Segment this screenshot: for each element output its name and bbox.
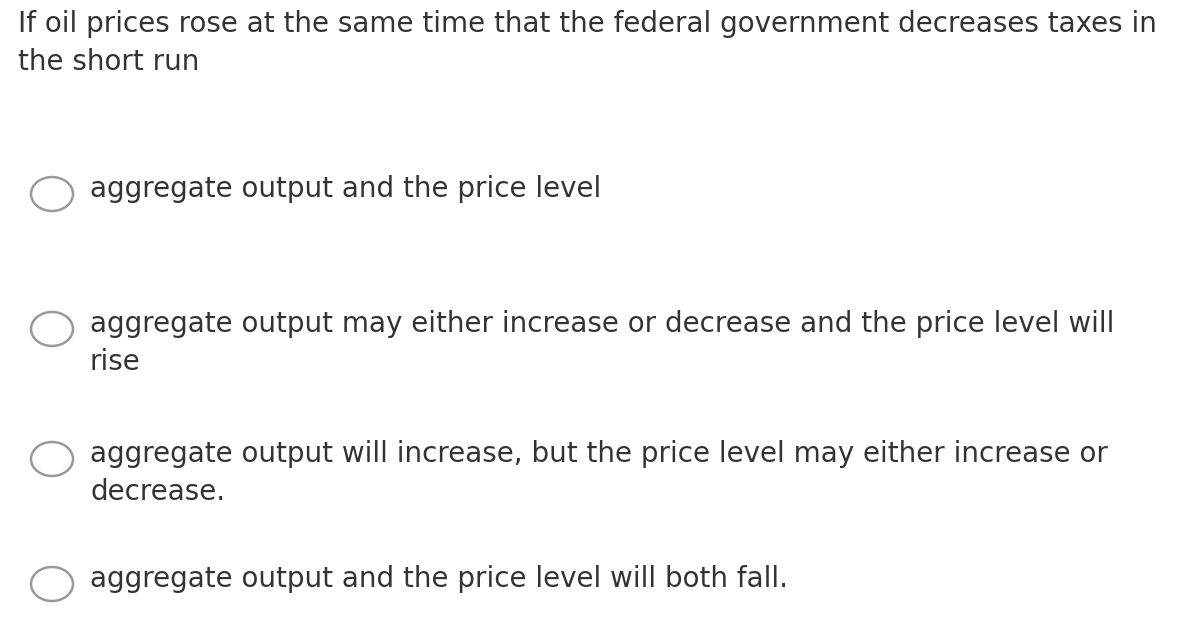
Text: aggregate output and the price level will both fall.: aggregate output and the price level wil… xyxy=(90,565,788,593)
Text: aggregate output will increase, but the price level may either increase or
decre: aggregate output will increase, but the … xyxy=(90,440,1108,506)
Text: aggregate output may either increase or decrease and the price level will
rise: aggregate output may either increase or … xyxy=(90,310,1115,376)
Text: aggregate output and the price level: aggregate output and the price level xyxy=(90,175,601,203)
Text: If oil prices rose at the same time that the federal government decreases taxes : If oil prices rose at the same time that… xyxy=(18,10,1157,76)
